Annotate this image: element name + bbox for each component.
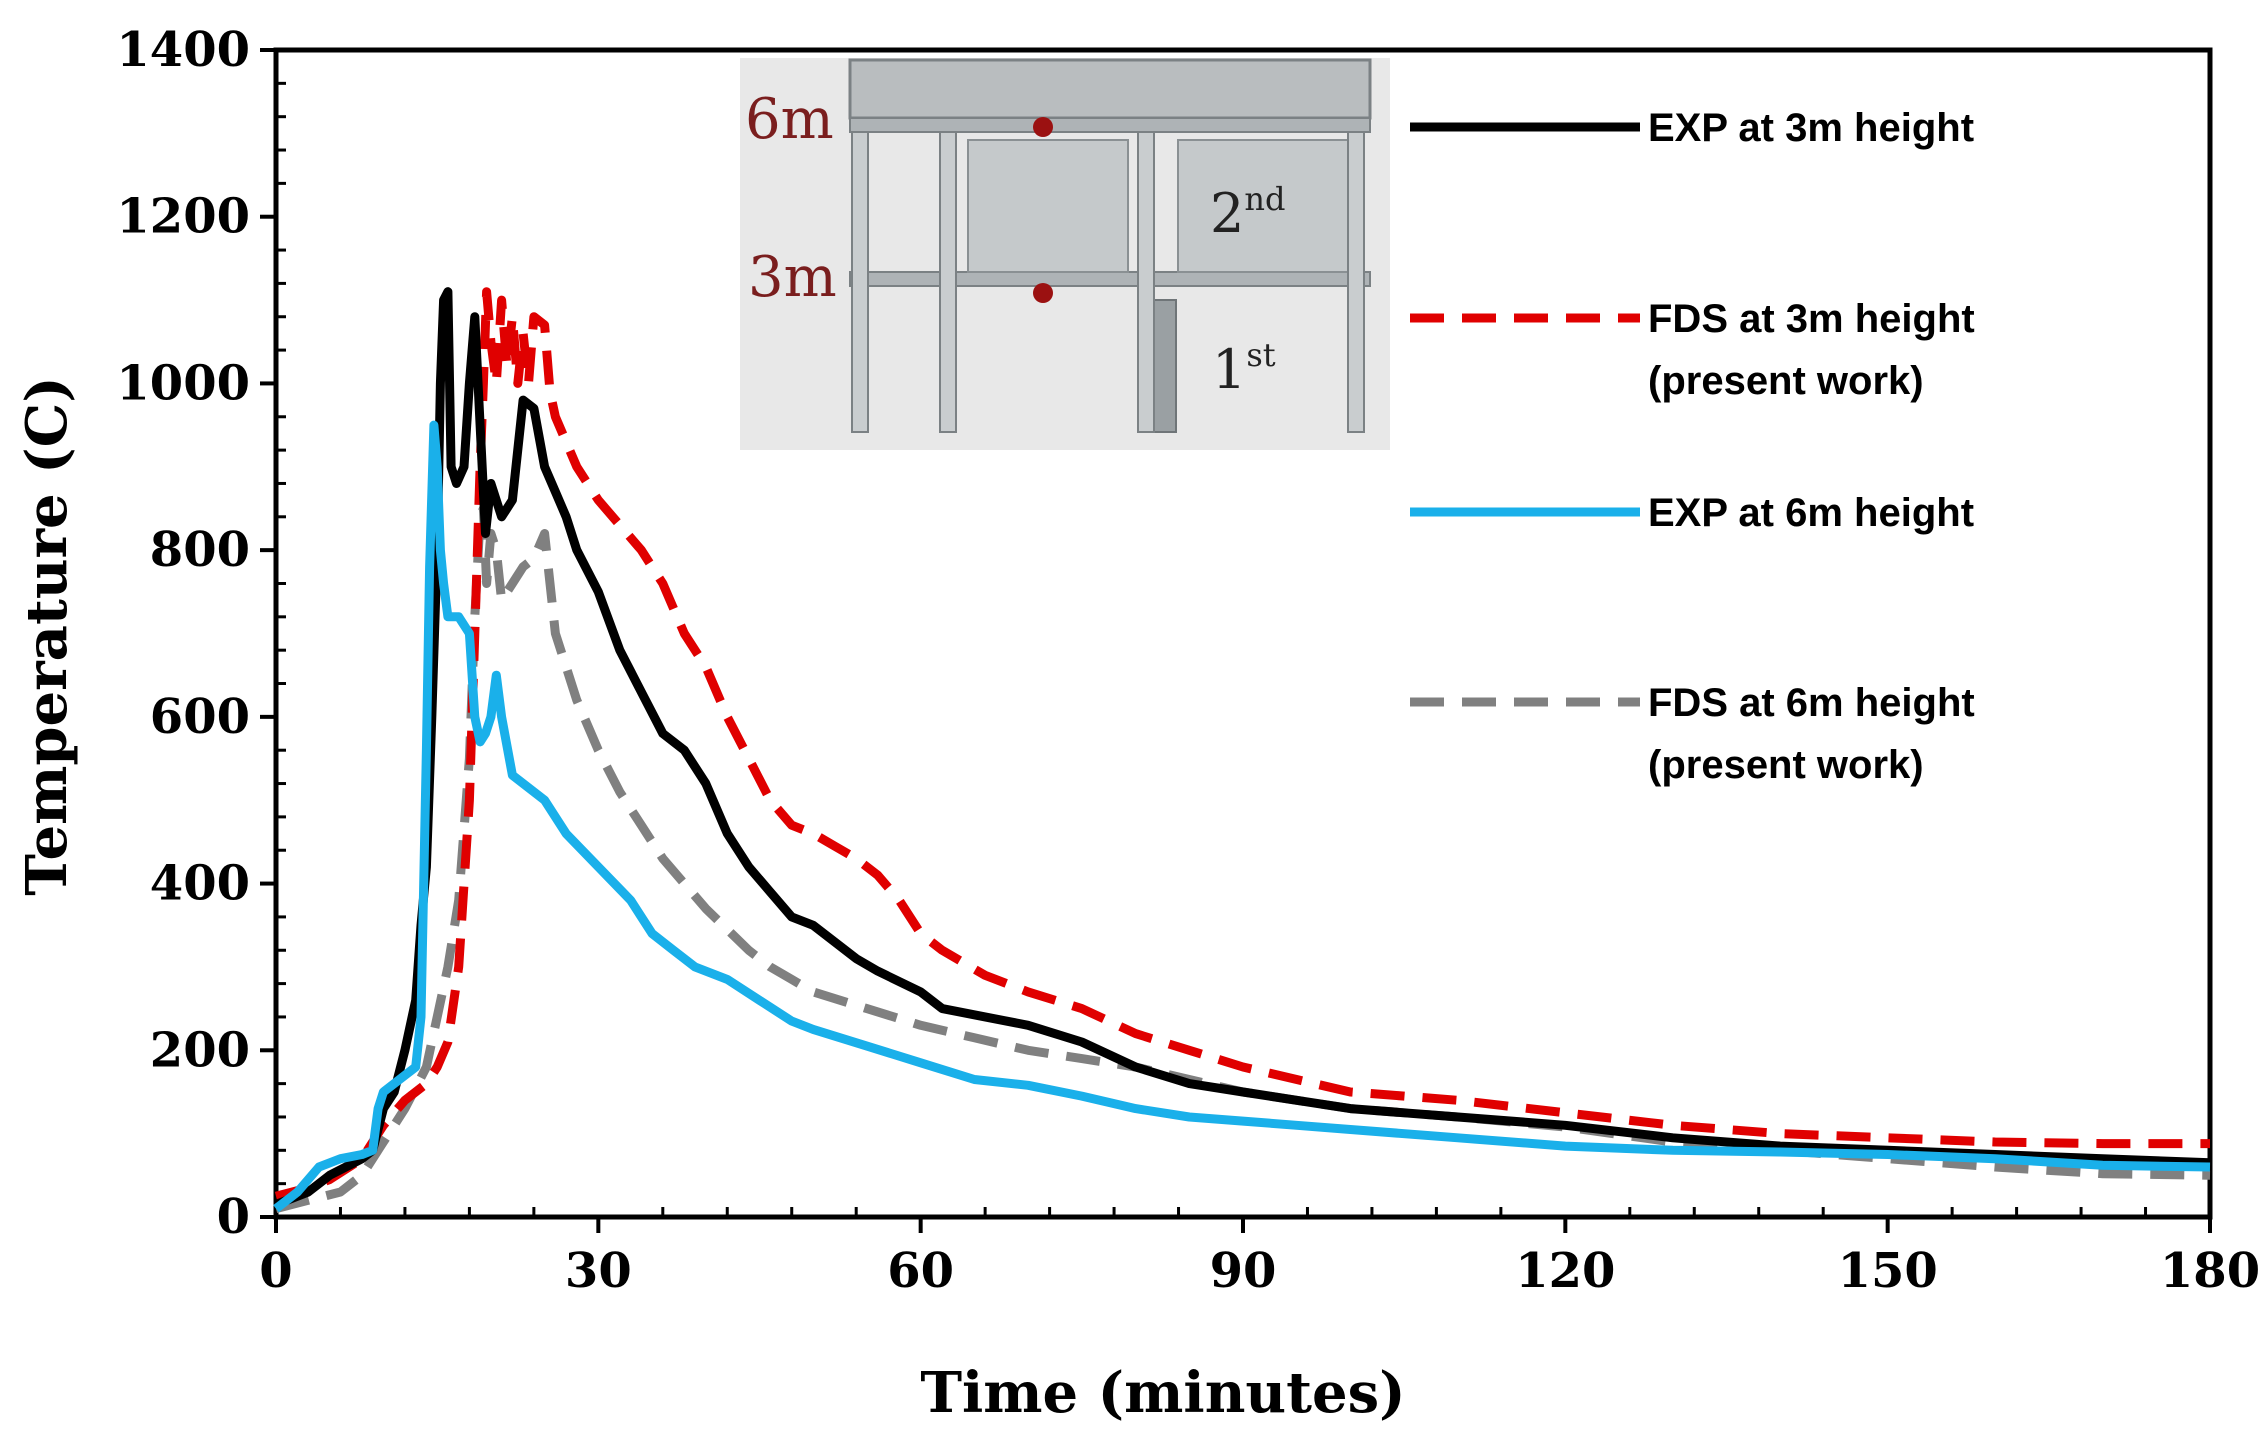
inset-column xyxy=(851,131,869,433)
inset-column xyxy=(939,131,957,433)
y-tick-label: 400 xyxy=(150,856,250,912)
legend-label: FDS at 6m height xyxy=(1648,681,1975,725)
x-tick-label: 30 xyxy=(565,1243,632,1299)
inset-slab-3m xyxy=(849,271,1371,287)
x-tick-label: 120 xyxy=(1515,1243,1615,1299)
y-tick-label: 800 xyxy=(150,522,250,578)
legend-label: EXP at 6m height xyxy=(1648,491,1974,535)
legend-label: (present work) xyxy=(1648,743,1924,787)
series-line-fds-at-3m-height-present-work xyxy=(274,287,2210,1201)
inset-floor-2-label: 2nd xyxy=(1210,180,1285,245)
inset-label-3m: 3m xyxy=(748,245,837,310)
y-tick-label: 0 xyxy=(217,1189,250,1245)
x-tick-label: 60 xyxy=(887,1243,954,1299)
inset-roof xyxy=(848,58,1372,120)
inset-floor-1-label: 1st xyxy=(1212,336,1276,401)
x-tick-label: 90 xyxy=(1210,1243,1277,1299)
inset-floor-1-suffix: st xyxy=(1246,336,1275,374)
legend-label: FDS at 3m height xyxy=(1648,297,1975,341)
y-tick-label: 600 xyxy=(150,689,250,745)
y-tick-label: 200 xyxy=(150,1022,250,1078)
building-inset-diagram: 6m 3m 2nd 1st xyxy=(740,58,1390,450)
axis-ticks: 0 30 60 90 120 150 180 0 200 400 600 800 1000 1200 140… xyxy=(116,22,2260,1299)
inset-floor-1-number: 1 xyxy=(1212,338,1246,401)
y-tick-label: 1000 xyxy=(116,355,250,411)
x-axis-title: Time (minutes) xyxy=(920,1360,1405,1426)
inset-floor-2-number: 2 xyxy=(1210,182,1244,245)
x-tick-label: 180 xyxy=(2160,1243,2260,1299)
y-axis-title: Temperature (C) xyxy=(14,376,80,895)
inset-column xyxy=(1137,131,1155,433)
y-tick-label: 1400 xyxy=(116,22,250,78)
x-tick-label: 150 xyxy=(1838,1243,1938,1299)
legend-label: EXP at 3m height xyxy=(1648,106,1974,150)
legend-label: (present work) xyxy=(1648,359,1924,403)
x-tick-label: 0 xyxy=(259,1243,292,1299)
sensor-marker-3m xyxy=(1033,283,1053,303)
series-line-exp-at-6m-height xyxy=(273,420,2211,1213)
inset-slab-6m xyxy=(849,117,1371,133)
inset-panel xyxy=(1177,139,1359,273)
inset-panel xyxy=(967,139,1129,273)
data-series xyxy=(273,287,2211,1214)
inset-label-6m: 6m xyxy=(745,87,834,152)
legend: EXP at 3m height FDS at 3m height (present… xyxy=(1410,106,1975,787)
sensor-marker-6m xyxy=(1033,117,1053,137)
inset-floor-2-suffix: nd xyxy=(1244,180,1285,218)
inset-column xyxy=(1347,131,1365,433)
y-tick-label: 1200 xyxy=(116,189,250,245)
